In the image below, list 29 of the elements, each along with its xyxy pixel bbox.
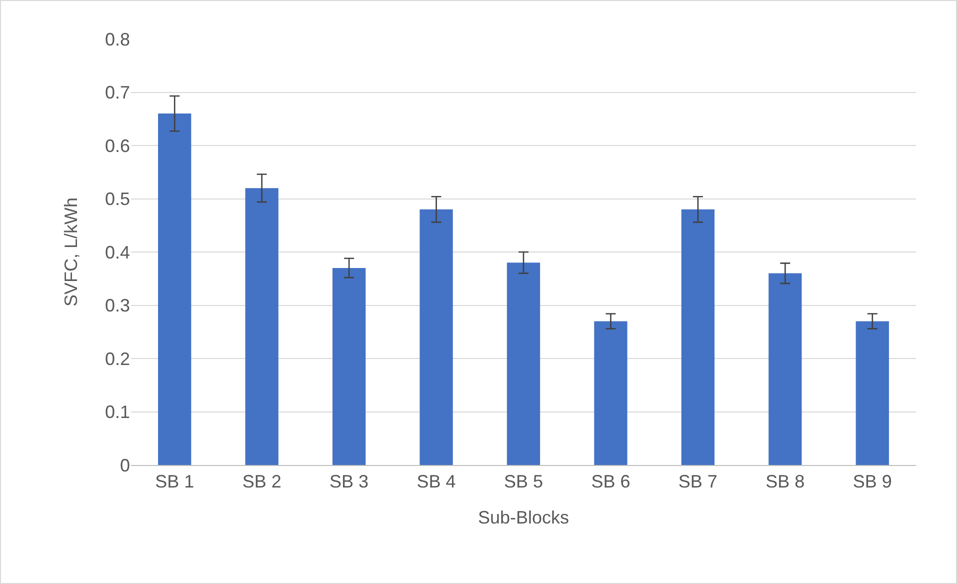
x-tick-label: SB 5 [504, 472, 544, 492]
y-tick-label: 0 [120, 455, 130, 476]
x-tick-label: SB 6 [591, 472, 630, 492]
bar [245, 188, 278, 465]
y-tick-label: 0.8 [104, 29, 130, 50]
bar [594, 321, 628, 465]
x-tick-label: SB 1 [155, 472, 194, 492]
x-tick-label: SB 3 [330, 472, 369, 492]
bar [158, 114, 192, 465]
bar [768, 273, 802, 465]
x-tick-label: SB 7 [678, 472, 718, 492]
y-tick-label: 0.7 [104, 82, 130, 103]
bar [856, 321, 889, 465]
x-tick-label: SB 2 [242, 472, 282, 492]
y-tick-label: 0.4 [104, 242, 130, 262]
y-tick-label: 0.6 [104, 136, 130, 156]
y-tick-label: 0.5 [104, 189, 130, 210]
y-axis-title: SVFC, L/kWh [61, 197, 82, 307]
y-tick-label: 0.2 [104, 348, 130, 369]
bar [681, 209, 715, 465]
bar [506, 262, 540, 465]
x-tick-label: SB 9 [852, 472, 892, 492]
x-tick-label: SB 8 [766, 472, 805, 492]
x-axis-title: Sub-Blocks [478, 508, 570, 528]
bar [332, 268, 366, 465]
y-tick-label: 0.3 [104, 296, 130, 316]
bar [420, 209, 453, 465]
y-tick-label: 0.1 [104, 402, 130, 422]
x-tick-label: SB 4 [416, 472, 456, 492]
